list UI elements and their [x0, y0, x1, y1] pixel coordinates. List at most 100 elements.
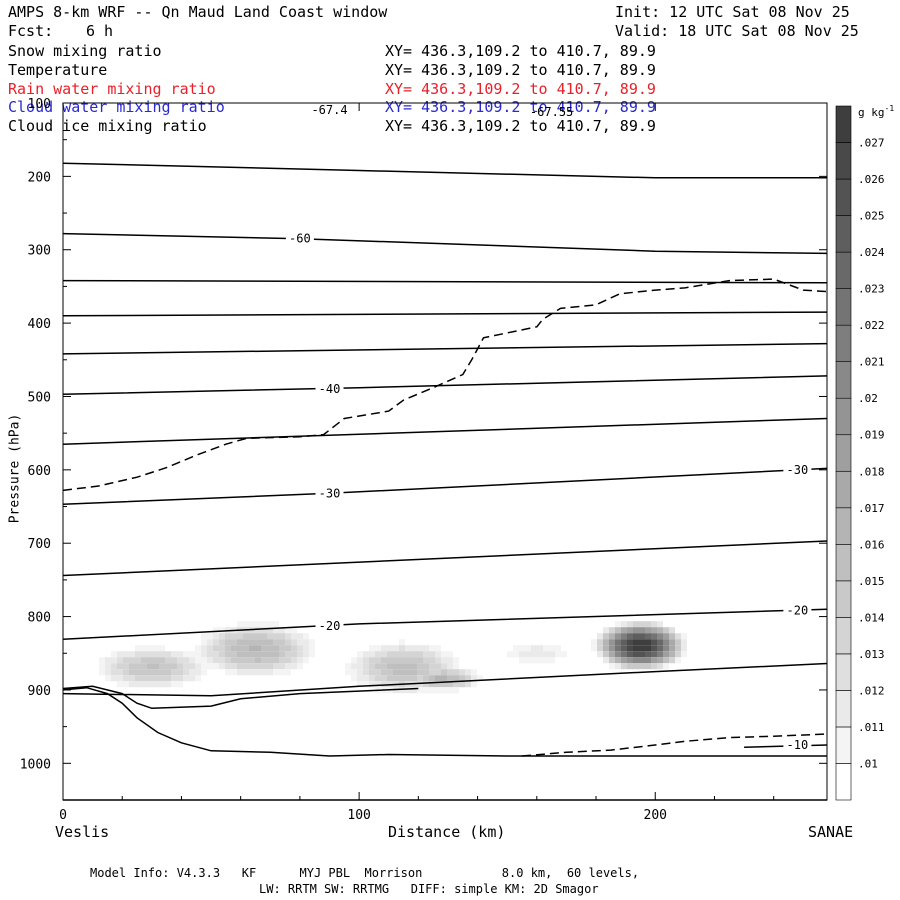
field-name-temperature: Temperature: [8, 61, 108, 79]
snow-cell: [453, 657, 459, 664]
y-tick-label: 100: [28, 97, 51, 112]
snow-cell: [231, 651, 237, 658]
snow-cell: [663, 627, 669, 634]
snow-cell: [213, 639, 219, 646]
snow-cell: [291, 627, 297, 634]
snow-cell: [123, 663, 129, 670]
snow-cell: [609, 633, 615, 640]
snow-cell: [135, 675, 141, 682]
snow-cell: [519, 657, 525, 664]
snow-cell: [435, 681, 441, 688]
snow-cell: [417, 675, 423, 682]
snow-cell: [429, 687, 435, 694]
snow-cell: [195, 651, 201, 658]
snow-cell: [165, 663, 171, 670]
snow-cell: [201, 645, 207, 652]
snow-cell: [141, 645, 147, 652]
snow-cell: [273, 633, 279, 640]
snow-cell: [249, 663, 255, 670]
snow-cell: [357, 681, 363, 688]
snow-cell: [669, 645, 675, 652]
snow-cell: [681, 639, 687, 646]
snow-cell: [639, 651, 645, 658]
snow-cell: [123, 651, 129, 658]
snow-cell: [219, 645, 225, 652]
isotherm-label-bg: [315, 619, 344, 634]
snow-cell: [375, 663, 381, 670]
snow-cell: [249, 633, 255, 640]
isotherm-label: -20: [787, 604, 809, 618]
snow-cell: [675, 651, 681, 658]
isotherm-label: -30: [319, 486, 341, 500]
snow-cell: [405, 669, 411, 676]
snow-cell: [615, 639, 621, 646]
snow-cell: [429, 645, 435, 652]
snow-cell: [429, 663, 435, 670]
snow-cell: [213, 627, 219, 634]
colorbar-box: [835, 142, 852, 180]
snow-cell: [399, 651, 405, 658]
snow-cell: [675, 645, 681, 652]
snow-cell: [201, 651, 207, 658]
snow-cell: [555, 645, 561, 652]
snow-cell: [195, 675, 201, 682]
snow-cell: [465, 681, 471, 688]
colorbar-tick-label: .022: [858, 319, 885, 332]
snow-cell: [135, 669, 141, 676]
snow-cell: [411, 663, 417, 670]
snow-cell: [273, 663, 279, 670]
snow-cell: [105, 663, 111, 670]
snow-cell: [369, 651, 375, 658]
snow-cell: [261, 621, 267, 628]
y-tick-label: 900: [28, 684, 51, 699]
snow-cell: [399, 663, 405, 670]
snow-cell: [429, 675, 435, 682]
snow-cell: [471, 669, 477, 676]
snow-cell: [285, 651, 291, 658]
snow-cell: [177, 663, 183, 670]
snow-cell: [633, 663, 639, 670]
temperature-extremum-label: -67.4: [311, 103, 347, 117]
snow-cell: [309, 651, 315, 658]
snow-cell: [369, 645, 375, 652]
snow-cell: [273, 621, 279, 628]
snow-cell: [189, 663, 195, 670]
snow-cell: [669, 651, 675, 658]
snow-cell: [381, 651, 387, 658]
snow-cell: [279, 627, 285, 634]
snow-cell: [159, 651, 165, 658]
snow-cell: [615, 663, 621, 670]
snow-cell: [249, 657, 255, 664]
isotherm-line: [62, 232, 828, 255]
y-tick-label: 200: [28, 170, 51, 185]
snow-cell: [243, 645, 249, 652]
colorbar-box: [835, 617, 852, 655]
snow-cell: [669, 657, 675, 664]
snow-cell: [285, 663, 291, 670]
snow-cell: [411, 675, 417, 682]
forecast-label: Fcst:: [8, 22, 54, 40]
snow-cell: [129, 681, 135, 688]
isotherm-line: [62, 608, 828, 641]
snow-cell: [159, 681, 165, 688]
isotherm-line: [62, 540, 828, 577]
snow-cell: [645, 633, 651, 640]
terrain-line: [62, 686, 827, 757]
plot-frame: [62, 102, 828, 801]
snow-cell: [201, 669, 207, 676]
snow-cell: [255, 663, 261, 670]
snow-cell: [639, 645, 645, 652]
snow-cell: [273, 657, 279, 664]
snow-cell: [237, 645, 243, 652]
snow-cell: [285, 657, 291, 664]
colorbar-tick-label: .02: [858, 392, 878, 405]
dashed-contours: [62, 278, 828, 757]
snow-cell: [135, 657, 141, 664]
snow-cell: [657, 645, 663, 652]
colorbar-box: [835, 288, 852, 326]
colorbar-box: [835, 653, 852, 691]
snow-cell: [603, 627, 609, 634]
isotherm-line: [62, 662, 828, 697]
snow-cell: [393, 669, 399, 676]
snow-cell: [153, 669, 159, 676]
